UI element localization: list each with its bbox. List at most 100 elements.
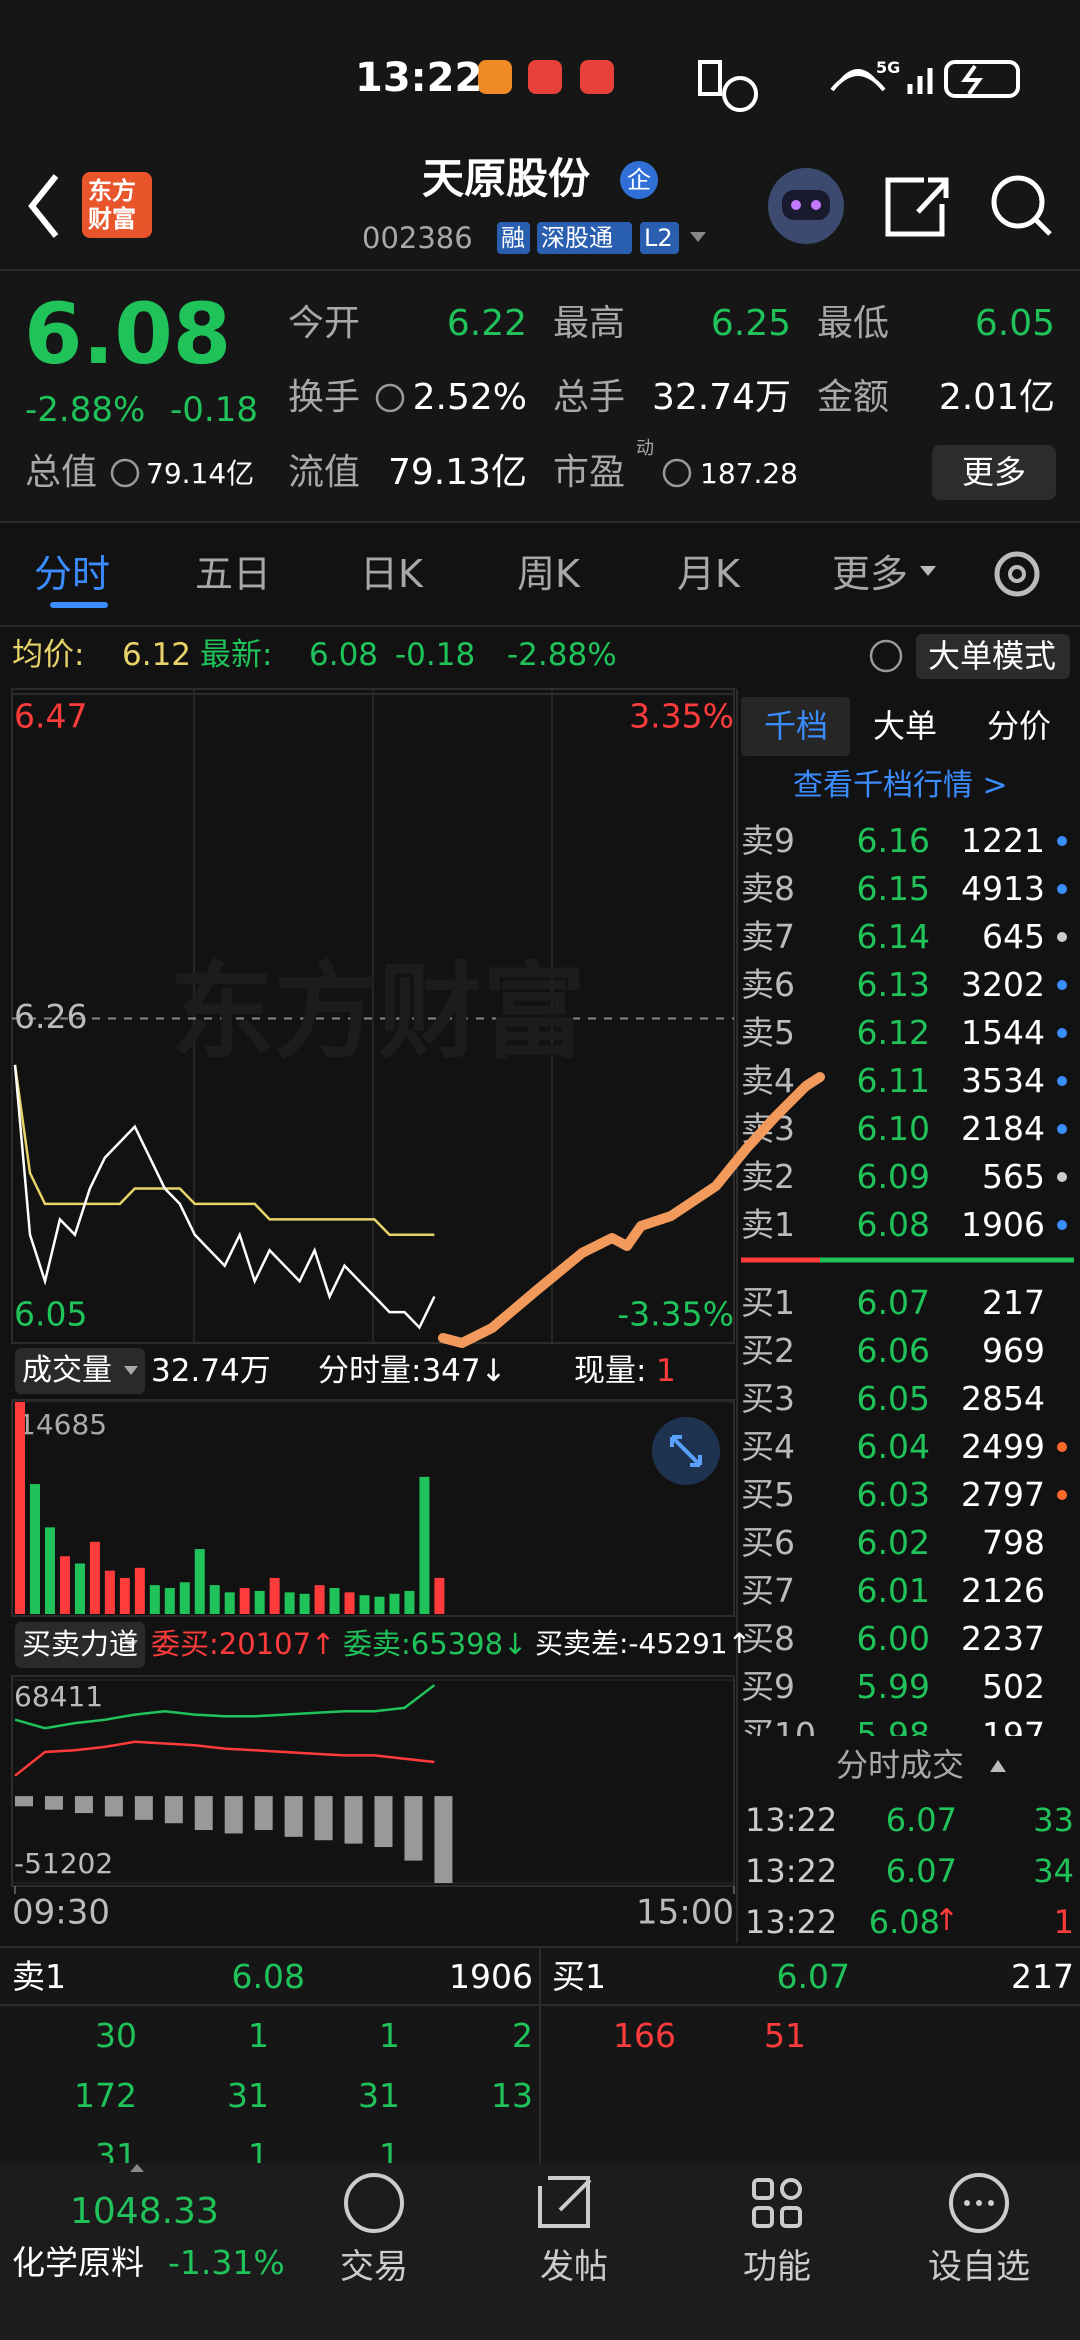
info-icon[interactable] [110,458,140,488]
queue-cell: 172 [74,2076,137,2115]
book-volume: 2499 [961,1427,1045,1466]
nav-item[interactable]: 设自选 [928,2247,1030,2287]
watermark: 东方财富 [170,951,587,1073]
trade-icon [344,2173,404,2233]
side-tab[interactable]: 分价 [987,707,1052,745]
mode-button[interactable] [916,634,1070,679]
tab[interactable]: 分时 [34,552,111,596]
status-icons [698,60,759,112]
index-value[interactable]: 1048.33 [70,2191,219,2232]
panel-select[interactable] [15,1348,145,1394]
diff-bar [74,1796,93,1814]
book-label: 卖3 [741,1109,795,1148]
book-dot [1057,1490,1067,1500]
nav-item[interactable]: 发帖 [540,2247,608,2287]
tab[interactable]: 周K [517,552,580,596]
dropdown-arrow [124,1366,138,1375]
info-icon[interactable] [375,383,405,413]
force-frame [11,1675,735,1887]
volume-bar [179,1582,190,1614]
book-label: 买10 [741,1715,816,1736]
book-label: 卖7 [741,917,795,956]
volume-bar [314,1585,325,1614]
more-button-text[interactable]: 更多 [962,453,1027,491]
stat-value: 2.52% [412,377,527,418]
trades-title[interactable]: 分时成交 [836,1746,965,1784]
stat-label: 最低 [817,303,890,344]
settings-button[interactable] [994,551,1040,597]
avatar-eye [811,200,821,210]
queue-cell: 1 [379,2016,400,2055]
diff-bar [254,1796,273,1831]
y-tick-label: 6.26 [14,997,87,1036]
volume-bar [194,1549,205,1614]
wifi-icon [830,69,886,92]
back-button[interactable] [28,174,59,238]
x-tick-label: 09:30 [12,1893,110,1933]
post-icon [538,2176,592,2228]
func-icon [752,2178,774,2200]
minute-volume: 分时量:347↓ [318,1353,507,1389]
book-volume: 1221 [961,821,1045,860]
volume-frame [11,1399,735,1617]
ask-total: 委卖:65398↓ [343,1627,528,1661]
tab[interactable]: 更多 [832,552,909,596]
book-volume: 2126 [961,1571,1045,1610]
dot [964,2200,970,2206]
nav-item[interactable]: 交易 [340,2247,408,2287]
search-button[interactable] [991,175,1045,229]
depth-link[interactable]: 查看千档行情 > [793,768,1008,803]
avatar-eye [791,200,801,210]
book-volume: 4913 [961,869,1045,908]
logo[interactable] [82,172,152,238]
panel-label[interactable]: 成交量 [22,1353,112,1388]
stat-label: 最高 [553,303,626,344]
tab[interactable]: 五日 [195,552,272,596]
book-label: 买2 [741,1331,795,1370]
book-price: 6.00 [856,1619,930,1658]
queue-cell: 1 [248,2016,269,2055]
help-icon[interactable] [869,639,903,673]
stat-label: 总值 [25,452,98,493]
app-icon [528,60,562,94]
volume-total: 32.74万 [151,1353,271,1389]
last-label: 最新: [200,637,273,673]
volume-bar [164,1588,175,1614]
volume-bar [284,1592,295,1614]
queue-rows: 30 1 1 2 172 31 31 13 31 1 1 166 51 [0,2007,1080,2163]
diff-bar [314,1796,333,1841]
side-tab[interactable]: 千档 [764,707,829,745]
nav-item[interactable]: 功能 [743,2247,811,2287]
mode-button-text[interactable]: 大单模式 [928,637,1057,675]
badge-text: L2 [644,224,673,252]
panel-select[interactable] [15,1622,145,1668]
info-icon[interactable] [662,458,692,488]
side-tab[interactable]: 大单 [873,707,938,745]
title-badge [620,161,658,199]
queue-label: 买1 [552,1957,606,1996]
more-button[interactable] [932,445,1056,500]
last-price: 6.08 [24,285,232,383]
volume-bar [239,1588,250,1614]
trade-volume: 34 [1033,1852,1074,1890]
volume-bar [434,1577,445,1614]
stock-code: 002386 [362,221,473,255]
tab[interactable]: 月K [677,552,740,596]
trade-time: 13:22 [745,1852,838,1890]
index-change[interactable]: -1.31% [168,2243,285,2282]
book-price: 6.12 [856,1013,930,1052]
diff-bar [15,1796,33,1807]
panel-label[interactable]: 买卖力道 [22,1627,139,1661]
index-name[interactable]: 化学原料 [12,2243,144,2282]
volume-bar [404,1590,415,1614]
book-label: 买6 [741,1523,795,1562]
book-volume: 798 [982,1523,1045,1562]
tab[interactable]: 日K [360,552,423,596]
trade-volume: 1 [1053,1903,1074,1941]
logo-text: 东方 [88,177,136,205]
book-price: 5.99 [856,1667,930,1706]
book-volume: 2237 [961,1619,1045,1658]
share-button[interactable] [885,177,949,237]
book-volume: 217 [982,1283,1045,1322]
book-price: 6.04 [856,1427,930,1466]
